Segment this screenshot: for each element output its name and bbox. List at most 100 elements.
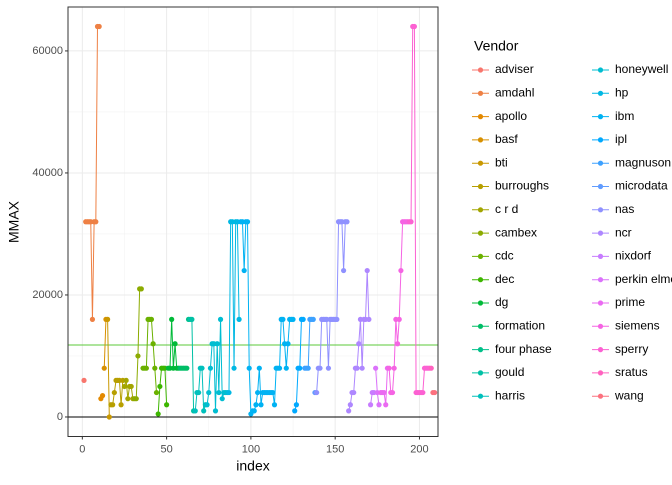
legend-label: prime <box>615 295 645 309</box>
data-point <box>285 341 291 347</box>
data-point <box>364 267 370 274</box>
legend-key-point <box>477 90 484 96</box>
legend-key-point <box>597 67 604 73</box>
legend-label: adviser <box>495 62 534 76</box>
data-point <box>212 408 219 414</box>
data-point <box>128 383 134 390</box>
data-point <box>383 402 389 408</box>
legend-key-point <box>597 253 604 259</box>
data-point <box>359 365 365 371</box>
data-point <box>93 219 99 225</box>
data-point <box>386 365 392 371</box>
x-tick-label: 50 <box>160 443 172 455</box>
data-point <box>121 383 128 390</box>
data-point <box>297 365 303 371</box>
data-point <box>376 402 382 408</box>
legend-label: cdc <box>495 249 514 263</box>
data-point <box>133 396 139 402</box>
data-point <box>420 389 426 396</box>
legend-key-point <box>477 183 484 190</box>
data-point <box>389 389 396 396</box>
data-point <box>408 219 414 225</box>
legend-label: microdata <box>615 179 668 193</box>
data-point <box>292 408 298 414</box>
legend-key-point <box>597 230 604 236</box>
y-tick-label: 60000 <box>32 45 63 57</box>
data-point <box>367 402 374 408</box>
legend-key-point <box>597 323 604 329</box>
data-point <box>125 396 131 402</box>
data-point <box>196 389 202 396</box>
legend-label: formation <box>495 318 545 332</box>
legend-key-point <box>477 230 484 236</box>
data-point <box>290 316 296 322</box>
data-point <box>199 365 205 371</box>
legend-key-point <box>477 300 484 306</box>
data-point <box>216 389 222 396</box>
legend-label: c r d <box>495 202 518 216</box>
data-point <box>255 389 261 396</box>
data-point <box>253 402 259 408</box>
plot-border <box>67 6 439 437</box>
x-tick-label: 200 <box>410 443 428 455</box>
data-point <box>111 389 117 396</box>
y-axis-label: MMAX <box>6 200 22 243</box>
data-point <box>347 402 353 408</box>
legend-key-point <box>597 370 604 376</box>
data-point <box>236 316 242 322</box>
data-point <box>276 365 283 371</box>
legend-key-point <box>477 137 484 143</box>
data-point <box>256 365 262 371</box>
legend-key-point <box>477 114 484 120</box>
data-point <box>148 316 155 322</box>
data-point <box>207 365 214 371</box>
data-point <box>428 365 434 371</box>
legend-label: basf <box>495 132 518 146</box>
legend-label: harris <box>495 388 525 402</box>
legend-label: dec <box>495 272 514 286</box>
series-line <box>107 319 110 417</box>
data-point <box>396 316 402 322</box>
legend-label: gould <box>495 365 524 379</box>
legend-label: amdahl <box>495 85 534 99</box>
data-point <box>192 408 198 414</box>
y-tick-label: 40000 <box>32 167 63 179</box>
data-point <box>241 267 247 274</box>
data-point <box>244 219 251 225</box>
data-point <box>366 316 372 322</box>
legend-key-point <box>477 160 484 166</box>
legend-label: bti <box>495 155 508 169</box>
legend-key-point <box>597 160 604 166</box>
data-point <box>138 286 144 292</box>
data-point <box>394 341 401 347</box>
legend-key-point <box>477 67 484 73</box>
data-point <box>106 414 112 420</box>
data-point <box>270 389 276 396</box>
x-tick-label: 0 <box>79 443 85 455</box>
data-point <box>99 393 106 399</box>
legend-label: wang <box>614 388 644 402</box>
legend-label: dg <box>495 295 508 309</box>
legend-label: magnuson <box>615 155 671 169</box>
x-axis-label: index <box>236 458 269 474</box>
legend-title: Vendor <box>474 38 519 54</box>
data-point <box>317 365 323 371</box>
data-point <box>219 396 225 402</box>
data-point <box>432 389 438 396</box>
legend-label: ipl <box>615 132 627 146</box>
data-point <box>334 316 340 322</box>
legend-label: perkin elmer <box>615 272 672 286</box>
legend-label: hp <box>615 85 629 99</box>
data-point <box>341 267 347 274</box>
data-point <box>110 402 116 408</box>
data-point <box>157 383 163 390</box>
data-point <box>391 365 397 371</box>
x-tick-label: 150 <box>326 443 344 455</box>
data-point <box>300 316 306 322</box>
legend-label: nixdorf <box>615 249 652 263</box>
y-tick-label: 20000 <box>32 289 63 301</box>
data-point <box>153 389 160 396</box>
data-point <box>310 316 316 322</box>
legend-label: sperry <box>615 342 648 356</box>
data-point <box>344 219 350 225</box>
